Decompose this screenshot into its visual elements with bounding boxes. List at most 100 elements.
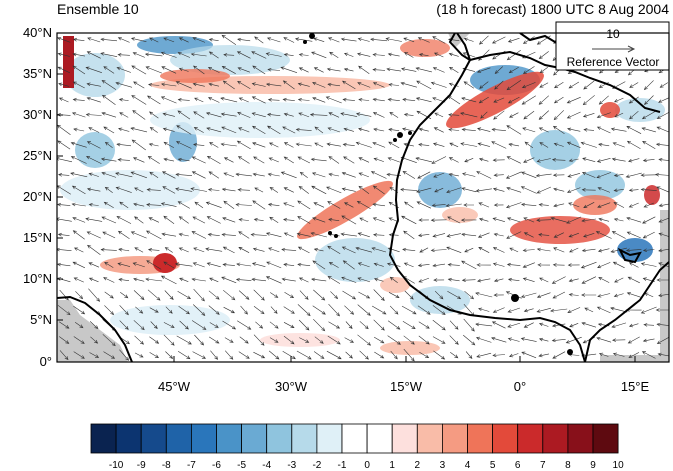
wind-arrow	[461, 187, 477, 193]
wind-arrow	[161, 82, 177, 87]
wind-arrow	[176, 125, 192, 135]
wind-arrow	[626, 231, 641, 239]
wind-arrow	[104, 305, 115, 316]
wind-arrow	[475, 188, 492, 193]
wind-arrow	[194, 97, 204, 103]
wind-arrow	[492, 158, 505, 162]
wind-arrow	[71, 185, 86, 195]
wind-arrow	[102, 231, 116, 239]
island	[397, 132, 403, 138]
wind-arrow	[150, 321, 158, 329]
wind-arrow	[130, 171, 148, 179]
wind-arrow	[356, 200, 371, 209]
wind-arrow	[314, 142, 324, 148]
wind-arrow	[222, 262, 235, 267]
wind-arrow	[536, 292, 551, 298]
wind-arrow	[418, 218, 429, 222]
wind-arrow	[253, 334, 265, 346]
wind-arrow	[372, 202, 386, 207]
wind-arrow	[477, 142, 490, 147]
wind-arrow	[465, 351, 473, 360]
lon-label-15e: 15°E	[621, 379, 650, 394]
wind-arrow	[372, 185, 385, 195]
wind-arrow	[86, 141, 101, 149]
positive-anomaly-region	[63, 36, 74, 88]
wind-arrow	[583, 233, 595, 238]
wind-arrow	[209, 277, 219, 283]
positive-anomaly-region	[380, 277, 410, 293]
wind-arrow	[523, 232, 534, 238]
wind-arrow	[386, 67, 402, 72]
wind-arrow	[283, 335, 295, 345]
wind-arrow	[536, 186, 552, 194]
wind-arrow	[446, 187, 462, 194]
wind-arrow	[506, 49, 521, 61]
wind-arrow	[460, 142, 478, 147]
wind-arrow	[103, 277, 115, 283]
wind-arrow	[328, 262, 339, 268]
wind-arrow	[340, 112, 358, 117]
wind-arrow	[597, 293, 611, 298]
wind-arrow	[205, 247, 223, 252]
wind-arrow	[162, 127, 175, 132]
wind-arrow	[297, 216, 311, 224]
wind-arrow	[296, 232, 311, 237]
wind-arrow	[387, 97, 400, 102]
wind-arrow	[475, 322, 493, 327]
wind-arrow	[164, 290, 174, 301]
wind-arrow	[492, 262, 505, 267]
wind-arrow	[130, 127, 148, 133]
wind-arrow	[73, 127, 85, 132]
wind-arrow	[134, 335, 145, 345]
wind-arrow	[104, 141, 113, 148]
wind-arrow	[477, 232, 490, 238]
wind-arrow	[119, 201, 129, 209]
wind-arrow	[598, 217, 610, 222]
wind-arrow	[613, 217, 624, 222]
wind-arrow	[311, 172, 326, 178]
wind-arrow	[282, 350, 296, 360]
wind-arrow	[643, 80, 654, 91]
wind-arrow	[193, 65, 205, 75]
wind-arrow	[267, 68, 281, 72]
wind-arrow	[448, 157, 459, 163]
wind-arrow	[521, 202, 537, 207]
wind-arrow	[402, 171, 416, 179]
wind-arrow	[177, 201, 190, 209]
wind-arrow	[343, 52, 354, 57]
wind-arrow	[463, 203, 474, 207]
wind-arrow	[191, 171, 206, 179]
wind-arrow	[641, 351, 656, 359]
wind-arrow	[536, 247, 551, 252]
wind-arrow	[415, 157, 433, 163]
wind-arrow	[640, 262, 657, 267]
wind-arrow	[220, 112, 237, 117]
wind-arrow	[266, 82, 282, 87]
wind-arrow	[370, 37, 388, 42]
wind-arrow	[552, 291, 566, 299]
wind-arrow	[418, 233, 430, 238]
wind-arrow	[73, 305, 86, 315]
wind-arrow	[418, 321, 430, 329]
wind-arrow	[115, 172, 133, 178]
wind-arrow	[193, 111, 205, 119]
wind-arrow	[595, 231, 612, 239]
wind-arrow	[445, 203, 462, 208]
wind-arrow	[178, 37, 189, 43]
wind-arrow	[507, 307, 520, 313]
wind-arrow	[90, 336, 99, 344]
wind-arrow	[493, 293, 504, 297]
wind-arrow	[86, 82, 101, 87]
wind-arrow	[611, 231, 626, 239]
wind-arrow	[299, 290, 309, 300]
wind-arrow	[326, 350, 342, 360]
wind-arrow	[342, 80, 356, 90]
wind-arrow	[268, 157, 279, 163]
wind-arrow	[283, 262, 295, 267]
wind-arrow	[449, 335, 459, 345]
wind-arrow	[355, 141, 372, 148]
wind-arrow	[582, 113, 595, 118]
wind-arrow	[103, 126, 115, 134]
wind-arrow	[161, 232, 177, 237]
wind-arrow	[522, 277, 535, 282]
